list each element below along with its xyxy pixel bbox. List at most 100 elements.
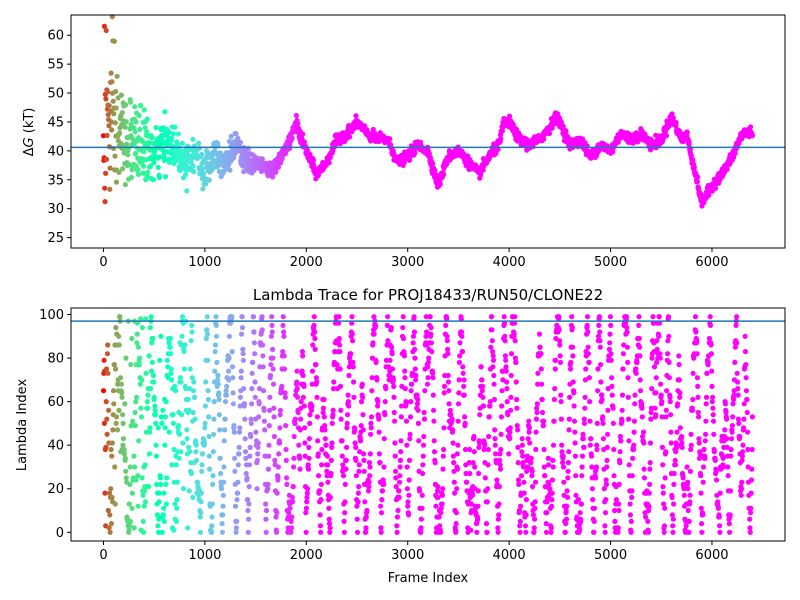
delta-g-point xyxy=(110,98,116,104)
lambda-point xyxy=(368,425,374,431)
lambda-point xyxy=(283,446,289,453)
lambda-point xyxy=(341,529,347,535)
lambda-point xyxy=(322,427,328,433)
lambda-point xyxy=(730,401,736,407)
lambda-point xyxy=(260,388,267,394)
lambda-point xyxy=(261,418,267,424)
lambda-point xyxy=(700,479,706,485)
lambda-point xyxy=(639,405,645,411)
lambda-point xyxy=(649,355,655,361)
lambda-point xyxy=(389,366,396,372)
lambda-point xyxy=(628,529,634,535)
lambda-point xyxy=(478,364,484,370)
lambda-point xyxy=(617,449,623,455)
lambda-point xyxy=(296,442,302,448)
delta-g-point xyxy=(686,140,692,147)
lambda-point xyxy=(609,375,615,381)
lambda-point xyxy=(543,521,549,527)
x-tick-label: 2000 xyxy=(290,255,323,270)
lambda-point xyxy=(322,423,328,429)
lambda-point xyxy=(117,375,124,381)
lambda-point xyxy=(450,453,456,459)
lambda-point xyxy=(624,329,630,335)
lambda-point xyxy=(337,383,344,389)
lambda-point xyxy=(572,429,578,435)
lambda-point xyxy=(198,490,204,496)
lambda-point xyxy=(157,475,163,481)
lambda-point xyxy=(743,362,749,368)
lambda-point xyxy=(453,521,459,527)
lambda-point xyxy=(535,370,541,376)
lambda-point xyxy=(723,409,729,416)
delta-g-point xyxy=(235,135,241,141)
lambda-point xyxy=(248,416,254,422)
lambda-point xyxy=(218,486,225,492)
lambda-point xyxy=(239,325,246,331)
lambda-point xyxy=(581,444,587,450)
lambda-point xyxy=(113,325,119,331)
lambda-point xyxy=(403,418,410,424)
lambda-point xyxy=(507,436,513,442)
lambda-point xyxy=(223,392,229,398)
lambda-point xyxy=(398,414,404,420)
lambda-point xyxy=(235,490,241,496)
lambda-point xyxy=(394,523,400,529)
lambda-point xyxy=(615,525,621,531)
delta-g-point xyxy=(132,104,138,110)
lambda-point xyxy=(176,455,182,461)
lambda-point xyxy=(180,440,186,446)
lambda-point xyxy=(309,381,315,387)
lambda-point xyxy=(248,420,254,426)
lambda-point xyxy=(633,366,639,372)
lambda-point xyxy=(407,431,413,437)
lambda-point xyxy=(393,484,399,490)
lambda-point xyxy=(273,514,279,520)
lambda-point xyxy=(578,518,584,525)
lambda-point xyxy=(663,449,669,455)
lambda-point xyxy=(457,340,463,346)
lambda-point xyxy=(127,523,133,529)
lambda-point xyxy=(526,429,532,435)
lambda-point xyxy=(324,468,330,474)
lambda-point xyxy=(491,381,497,387)
lambda-point xyxy=(378,503,384,509)
lambda-point xyxy=(625,394,631,400)
lambda-point xyxy=(520,453,526,459)
lambda-point xyxy=(688,431,694,437)
lambda-point xyxy=(269,329,275,335)
lambda-chart-title: Lambda Trace for PROJ18433/RUN50/CLONE22 xyxy=(253,286,603,304)
lambda-point xyxy=(594,420,600,426)
lambda-point xyxy=(398,449,404,455)
lambda-point xyxy=(577,510,583,516)
lambda-point xyxy=(476,470,482,477)
lambda-point xyxy=(229,349,235,355)
lambda-point xyxy=(671,501,677,507)
lambda-point xyxy=(260,364,266,370)
lambda-point xyxy=(629,494,635,500)
lambda-point xyxy=(666,359,672,365)
delta-g-point xyxy=(498,136,504,142)
lambda-point xyxy=(381,464,387,470)
lambda-point xyxy=(426,355,432,361)
lambda-point xyxy=(284,481,290,487)
lambda-point xyxy=(341,518,347,525)
lambda-point xyxy=(637,344,643,350)
y-tick-label: 25 xyxy=(47,231,64,246)
lambda-point xyxy=(695,409,701,416)
delta-g-point xyxy=(215,142,221,148)
lambda-point xyxy=(532,479,539,485)
lambda-point xyxy=(267,394,273,400)
lambda-point xyxy=(741,425,747,431)
lambda-point xyxy=(119,390,125,396)
lambda-point xyxy=(572,440,578,446)
lambda-point xyxy=(411,314,417,320)
lambda-point xyxy=(329,420,335,426)
lambda-point xyxy=(197,529,204,535)
lambda-point xyxy=(726,521,732,527)
lambda-point xyxy=(583,366,589,372)
lambda-point xyxy=(289,514,295,520)
lambda-point xyxy=(115,381,121,387)
delta-g-point xyxy=(190,163,196,169)
lambda-point xyxy=(585,351,592,357)
lambda-point xyxy=(174,479,180,485)
